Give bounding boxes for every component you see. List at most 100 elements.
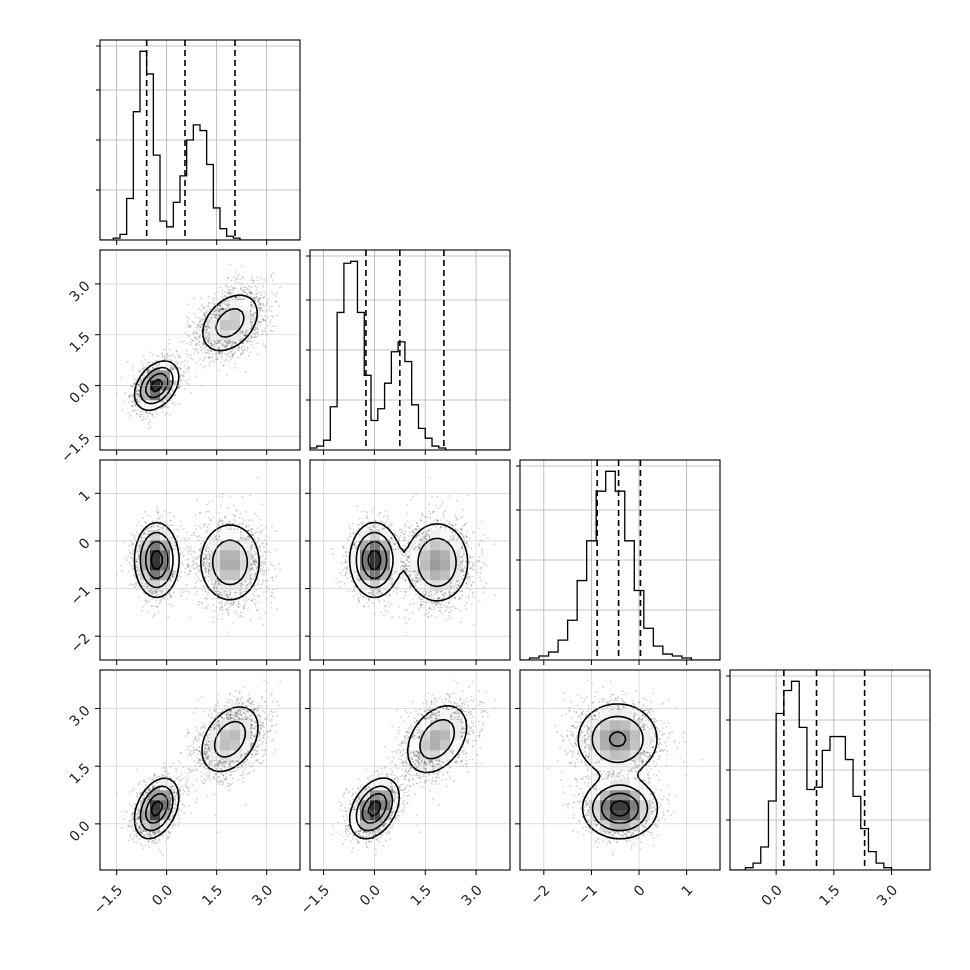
sample-point [208, 356, 211, 359]
sample-point [135, 560, 138, 562]
sample-point [240, 331, 243, 333]
sample-point [217, 314, 220, 317]
sample-point [138, 389, 140, 392]
sample-point [213, 310, 216, 313]
sample-point [208, 501, 210, 504]
sample-point [171, 576, 174, 579]
sample-point [204, 567, 207, 569]
sample-point [255, 276, 258, 278]
sample-point [137, 552, 140, 555]
sample-point [147, 376, 149, 379]
sample-point [150, 525, 153, 528]
sample-point [234, 362, 237, 365]
sample-point [213, 339, 216, 342]
sample-point [186, 371, 189, 374]
sample-point [135, 413, 138, 415]
sample-point [254, 531, 256, 534]
sample-point [141, 413, 144, 416]
sample-point [197, 323, 200, 326]
sample-point [145, 585, 148, 588]
sample-point [181, 561, 183, 564]
sample-point [205, 355, 207, 358]
sample-point [253, 297, 256, 300]
sample-point [227, 340, 230, 343]
sample-point [136, 558, 139, 560]
sample-point [217, 307, 220, 310]
sample-point [148, 361, 150, 364]
sample-point [252, 561, 255, 564]
sample-point [148, 368, 151, 371]
sample-point [213, 598, 216, 600]
sample-point [185, 367, 188, 370]
sample-point [146, 371, 149, 373]
sample-point [240, 285, 242, 288]
sample-point [153, 614, 156, 617]
sample-point [131, 551, 134, 554]
sample-point [210, 349, 213, 352]
sample-point [134, 403, 137, 406]
sample-point [140, 419, 143, 421]
sample-point [158, 602, 161, 604]
sample-point [189, 570, 192, 573]
sample-point [226, 527, 228, 529]
sample-point [198, 329, 201, 332]
sample-point [257, 541, 259, 543]
sample-point [202, 343, 205, 346]
sample-point [145, 529, 148, 531]
sample-point [250, 317, 253, 320]
sample-point [173, 382, 175, 384]
sample-point [210, 344, 212, 347]
sample-point [245, 291, 247, 294]
sample-point [233, 276, 235, 279]
sample-point [142, 376, 145, 379]
sample-point [249, 582, 251, 585]
sample-point [218, 314, 221, 317]
sample-point [204, 365, 207, 368]
sample-point [231, 344, 234, 346]
sample-point [219, 304, 222, 307]
sample-point [259, 309, 262, 311]
sample-point [244, 330, 247, 332]
sample-point [262, 302, 264, 305]
sample-point [251, 314, 254, 316]
sample-point [219, 601, 222, 604]
sample-point [212, 586, 215, 589]
sample-point [224, 308, 226, 311]
density-cell [150, 390, 161, 401]
sample-point [187, 378, 190, 381]
sample-point [205, 337, 208, 340]
sample-point [146, 378, 148, 381]
sample-point [229, 292, 232, 294]
sample-point [236, 348, 238, 350]
sample-point [171, 388, 174, 390]
sample-point [209, 339, 212, 342]
sample-point [172, 401, 175, 404]
sample-point [137, 533, 140, 536]
sample-point [214, 308, 216, 311]
sample-point [136, 393, 139, 395]
sample-point [252, 280, 255, 282]
sample-point [146, 584, 149, 586]
sample-point [228, 340, 231, 342]
sample-point [249, 309, 252, 312]
sample-point [255, 567, 258, 569]
sample-point [259, 302, 262, 305]
sample-point [208, 565, 211, 568]
sample-point [258, 320, 261, 323]
sample-point [202, 342, 205, 344]
sample-point [217, 308, 220, 310]
sample-point [255, 327, 257, 330]
sample-point [193, 331, 195, 334]
sample-point [226, 344, 229, 347]
sample-point [214, 317, 217, 319]
sample-point [218, 310, 221, 313]
sample-point [198, 335, 201, 338]
sample-point [253, 537, 256, 540]
sample-point [266, 585, 269, 587]
sample-point [169, 414, 172, 416]
sample-point [233, 366, 236, 369]
sample-point [130, 556, 132, 559]
sample-point [187, 325, 190, 328]
sample-point [136, 582, 139, 584]
sample-point [208, 295, 210, 298]
